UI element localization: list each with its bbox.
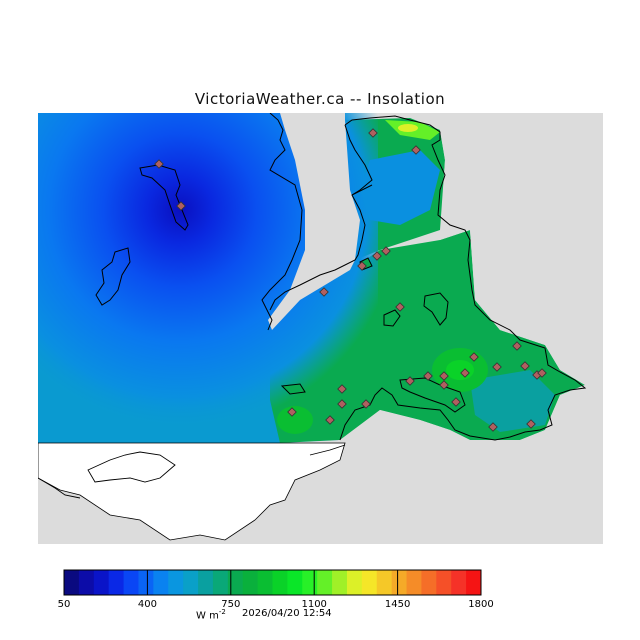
station-marker xyxy=(325,415,335,425)
colorbar-swatch xyxy=(138,570,154,595)
station-marker xyxy=(537,368,547,378)
coastlines xyxy=(261,113,587,441)
insolation-field xyxy=(38,113,603,544)
station-marker xyxy=(411,145,421,155)
colorbar-swatch xyxy=(332,570,348,595)
map-title: VictoriaWeather.ca -- Insolation xyxy=(194,90,446,108)
timestamp: 2026/04/20 12:54 xyxy=(242,608,332,619)
colorbar-swatch xyxy=(64,570,80,595)
south-coast xyxy=(38,444,346,499)
colorbar-tick-label: 400 xyxy=(138,599,157,610)
units-exponent: -2 xyxy=(218,608,226,616)
islands xyxy=(95,164,466,413)
colorbar-units: W m-2 xyxy=(196,608,226,621)
colorbar-swatch xyxy=(406,570,422,595)
colorbar-swatch xyxy=(302,570,318,595)
colorbar-tick-label: 1800 xyxy=(468,599,493,610)
colorbar-swatch xyxy=(272,570,288,595)
colorbar-swatch xyxy=(257,570,273,595)
station-marker xyxy=(520,361,530,371)
colorbar-tick-label: 1100 xyxy=(301,599,326,610)
colorbar-tick-label: 1450 xyxy=(385,599,410,610)
station-marker xyxy=(405,376,415,386)
colorbar-swatch xyxy=(466,570,482,595)
field-blue-north xyxy=(360,150,440,225)
station-marker xyxy=(319,287,329,297)
colorbar-swatch xyxy=(451,570,467,595)
station-marker xyxy=(368,128,378,138)
colorbar-swatch xyxy=(168,570,184,595)
colorbar-swatch xyxy=(227,570,244,595)
station-marker xyxy=(372,251,382,261)
station-marker xyxy=(361,399,371,409)
station-marker xyxy=(492,362,502,372)
colorbar-swatch xyxy=(436,570,452,595)
colorbar-swatch xyxy=(391,570,408,595)
colorbar-swatch xyxy=(198,570,214,595)
colorbar-swatch xyxy=(346,570,363,595)
colorbar-swatch xyxy=(123,570,139,595)
colorbar-swatch xyxy=(183,570,199,595)
station-marker xyxy=(451,397,461,407)
station-marker xyxy=(154,159,164,169)
colorbar: 50 400 750 1100 1450 1800 xyxy=(58,569,494,610)
colorbar-swatch xyxy=(93,570,110,595)
colorbar-swatch xyxy=(153,570,169,595)
station-marker xyxy=(176,201,186,211)
colorbar-swatch xyxy=(108,570,125,595)
station-marker xyxy=(439,380,449,390)
station-marker xyxy=(439,371,449,381)
colorbar-swatch xyxy=(287,570,303,595)
colorbar-swatch xyxy=(376,570,393,595)
colorbar-tick-label: 50 xyxy=(58,599,71,610)
station-marker xyxy=(395,302,405,312)
colorbar-swatch xyxy=(242,570,259,595)
station-marker xyxy=(423,371,433,381)
station-marker xyxy=(381,246,391,256)
units-text: W m xyxy=(196,610,219,622)
colorbar-swatch xyxy=(317,570,333,595)
colorbar-swatch xyxy=(421,570,437,595)
colorbar-swatch xyxy=(212,570,229,595)
station-marker xyxy=(469,352,479,362)
station-marker xyxy=(488,422,498,432)
station-marker xyxy=(526,419,536,429)
station-marker xyxy=(337,399,347,409)
station-marker xyxy=(287,407,297,417)
masked-region xyxy=(38,442,346,541)
station-marker xyxy=(512,341,522,351)
station-marker xyxy=(337,384,347,394)
colorbar-tick-label: 750 xyxy=(221,599,240,610)
station-marker xyxy=(357,261,367,271)
weather-stations xyxy=(154,128,547,432)
colorbar-swatch xyxy=(361,570,378,595)
station-marker xyxy=(460,368,470,378)
colorbar-swatch xyxy=(78,570,95,595)
